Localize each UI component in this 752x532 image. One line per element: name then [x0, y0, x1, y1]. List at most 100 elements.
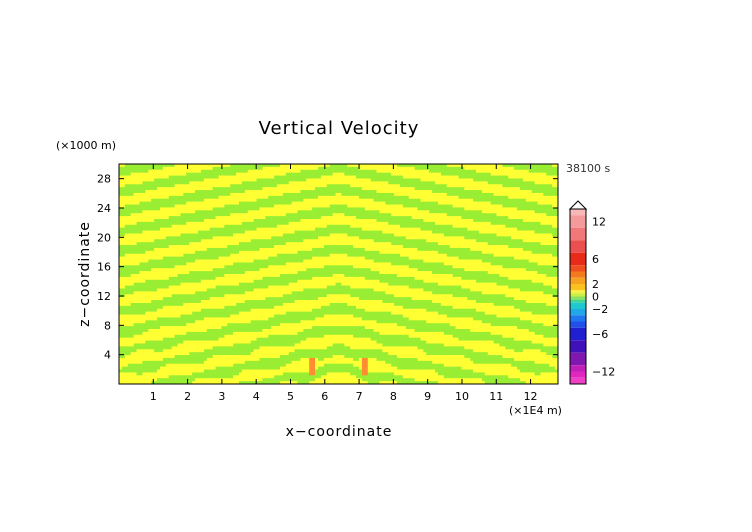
field-cell [543, 247, 547, 252]
field-cell [124, 236, 129, 240]
field-cell [171, 213, 175, 217]
field-cell [320, 164, 325, 168]
field-cell [151, 221, 155, 226]
field-cell [499, 247, 503, 252]
field-cell [320, 245, 325, 249]
field-cell [499, 213, 503, 217]
field-cell [277, 166, 281, 171]
field-cell [423, 253, 427, 257]
field-cell [347, 247, 351, 252]
field-cell [259, 227, 263, 231]
field-cell [165, 204, 170, 208]
field-cell [247, 216, 251, 220]
field-cell [356, 181, 360, 185]
field-cell [341, 224, 345, 228]
field-cell [285, 166, 290, 171]
field-cell [168, 221, 172, 226]
field-cell [250, 227, 254, 231]
field-cell [192, 236, 196, 240]
field-cell [180, 184, 184, 188]
field-cell [124, 256, 129, 260]
field-cell [356, 216, 360, 220]
field-cell [124, 169, 129, 173]
field-cell [432, 201, 436, 205]
field-cell [452, 204, 456, 208]
field-cell [537, 242, 541, 246]
field-cell [157, 245, 161, 249]
field-cell [391, 192, 395, 197]
field-cell [244, 184, 249, 188]
field-cell [247, 233, 251, 237]
field-cell [361, 192, 366, 197]
field-cell [253, 230, 257, 234]
field-cell [350, 213, 354, 217]
field-cell [438, 239, 442, 243]
field-cell [370, 169, 374, 173]
field-cell [543, 227, 547, 231]
field-cell [408, 221, 412, 226]
field-cell [256, 204, 260, 208]
field-cell [215, 204, 219, 208]
field-cell [165, 216, 170, 220]
field-cell [142, 181, 146, 185]
field-cell [417, 187, 421, 191]
field-cell [212, 195, 216, 200]
field-cell [195, 192, 199, 197]
field-cell [312, 166, 316, 171]
field-cell [162, 207, 167, 211]
field-cell [385, 172, 389, 176]
field-cell [300, 245, 304, 249]
field-cell [303, 224, 307, 228]
field-cell [203, 169, 208, 173]
field-cell [288, 216, 292, 220]
field-cell [426, 192, 430, 197]
field-cell [212, 250, 216, 255]
field-cell [353, 198, 357, 202]
field-cell [534, 224, 538, 228]
field-cell [151, 236, 155, 240]
field-cell [262, 201, 266, 205]
field-cell [467, 172, 471, 176]
field-cell [552, 210, 556, 214]
field-cell [186, 184, 190, 188]
field-cell [145, 239, 149, 243]
field-cell [274, 250, 278, 255]
field-cell [139, 166, 143, 171]
field-cell [244, 216, 249, 220]
field-cell [476, 207, 480, 211]
field-cell [300, 213, 304, 217]
field-cell [555, 224, 558, 228]
field-cell [388, 175, 392, 179]
field-cell [277, 213, 281, 217]
field-cell [297, 187, 301, 191]
field-cell [496, 198, 500, 202]
field-cell [250, 184, 254, 188]
field-cell [356, 239, 360, 243]
field-cell [259, 239, 263, 243]
field-cell [399, 187, 404, 191]
field-cell [411, 224, 415, 228]
field-cell [408, 256, 412, 260]
field-cell [262, 169, 266, 173]
field-cell [432, 227, 436, 231]
field-cell [154, 224, 158, 228]
field-cell [244, 198, 249, 202]
field-cell [294, 210, 298, 214]
field-cell [484, 175, 489, 179]
field-cell [277, 175, 281, 179]
field-cell [493, 175, 497, 179]
field-cell [429, 190, 433, 194]
field-cell [282, 219, 287, 223]
field-cell [212, 181, 216, 185]
field-cell [309, 210, 313, 214]
field-cell [478, 204, 483, 208]
field-cell [473, 219, 477, 223]
field-cell [552, 166, 556, 171]
field-cell [297, 198, 301, 202]
field-cell [370, 181, 374, 185]
field-cell [309, 253, 313, 257]
field-cell [241, 175, 246, 179]
field-cell [487, 250, 491, 255]
field-cell [159, 216, 164, 220]
field-cell [326, 250, 331, 255]
